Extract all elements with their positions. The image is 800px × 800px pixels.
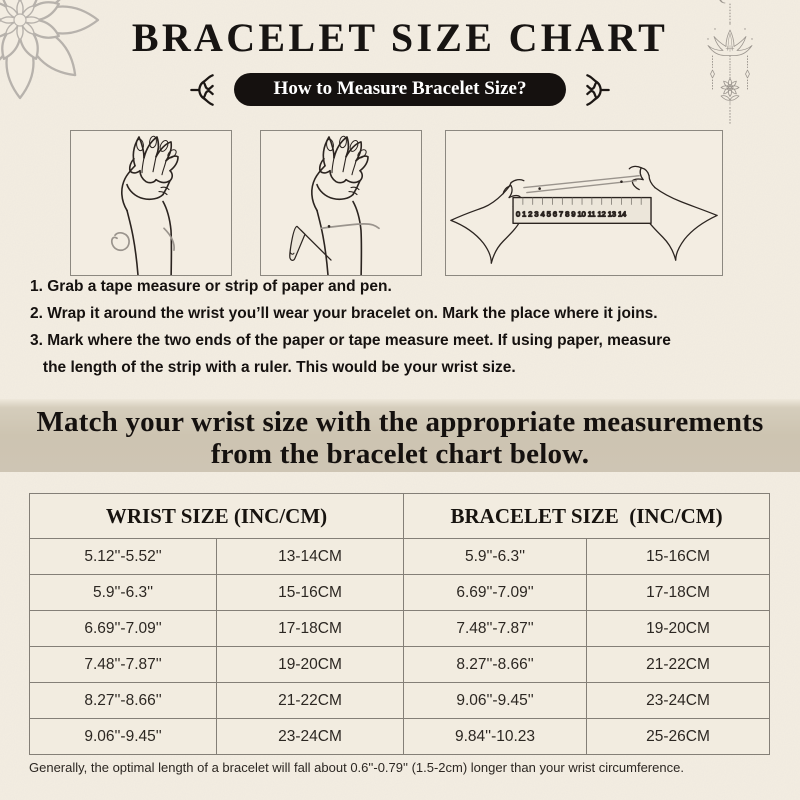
svg-text:0 1 2 3 4 5 6 7 8 9 10 11 12 1: 0 1 2 3 4 5 6 7 8 9 10 11 12 13 14 [516, 209, 626, 218]
